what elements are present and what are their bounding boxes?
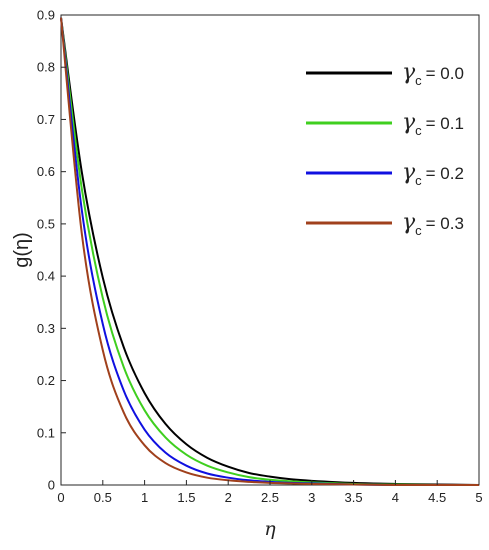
x-tick-label: 2 — [225, 490, 232, 505]
y-tick-label: 0.4 — [37, 269, 55, 284]
legend-subscript: c — [415, 173, 422, 188]
legend-value: = 0.1 — [426, 114, 464, 133]
y-tick-label: 0 — [48, 478, 55, 493]
legend-label-0: γc = 0.0 — [402, 60, 464, 88]
x-tick-label: 2.5 — [261, 490, 279, 505]
y-tick-label: 0.2 — [37, 373, 55, 388]
legend-label-2: γc = 0.2 — [402, 160, 464, 188]
legend-subscript: c — [415, 223, 422, 238]
y-tick-label: 0.7 — [37, 112, 55, 127]
series-line-3 — [60, 17, 479, 487]
x-axis-label: η — [264, 518, 276, 540]
y-axis: 0 0.1 0.2 0.3 0.4 0.5 0.6 0.7 0.8 0.9 — [37, 8, 66, 493]
legend-symbol: γ — [402, 60, 416, 85]
legend-label-3: γc = 0.3 — [402, 210, 464, 238]
legend-subscript: c — [415, 73, 422, 88]
legend-symbol: γ — [402, 160, 416, 185]
plot-area — [60, 14, 480, 487]
x-tick-label: 0.5 — [94, 490, 112, 505]
y-tick-label: 0.6 — [37, 164, 55, 179]
x-tick-label: 5 — [475, 490, 482, 505]
legend-label-1: γc = 0.1 — [402, 110, 464, 138]
x-tick-label: 3.5 — [345, 490, 363, 505]
x-tick-label: 1.5 — [177, 490, 195, 505]
y-tick-label: 0.8 — [37, 60, 55, 75]
legend-symbol: γ — [402, 110, 416, 135]
legend: γc = 0.0γc = 0.1γc = 0.2γc = 0.3 — [306, 60, 464, 238]
x-tick-label: 0 — [57, 490, 64, 505]
legend-value: = 0.3 — [426, 214, 464, 233]
legend-value: = 0.0 — [426, 64, 464, 83]
x-tick-label: 4.5 — [428, 490, 446, 505]
y-tick-label: 0.5 — [37, 216, 55, 231]
curves — [60, 17, 480, 487]
x-tick-label: 4 — [392, 490, 399, 505]
x-tick-label: 1 — [141, 490, 148, 505]
y-axis-label: g(η) — [11, 232, 33, 268]
x-axis: 0 0.5 1 1.5 2 2.5 3 3.5 4 4.5 5 — [57, 480, 483, 505]
legend-subscript: c — [415, 123, 422, 138]
y-tick-label: 0.3 — [37, 321, 55, 336]
legend-symbol: γ — [402, 210, 416, 235]
legend-value: = 0.2 — [426, 164, 464, 183]
y-tick-label: 0.1 — [37, 425, 55, 440]
x-tick-label: 3 — [308, 490, 315, 505]
y-tick-label: 0.9 — [37, 8, 55, 23]
